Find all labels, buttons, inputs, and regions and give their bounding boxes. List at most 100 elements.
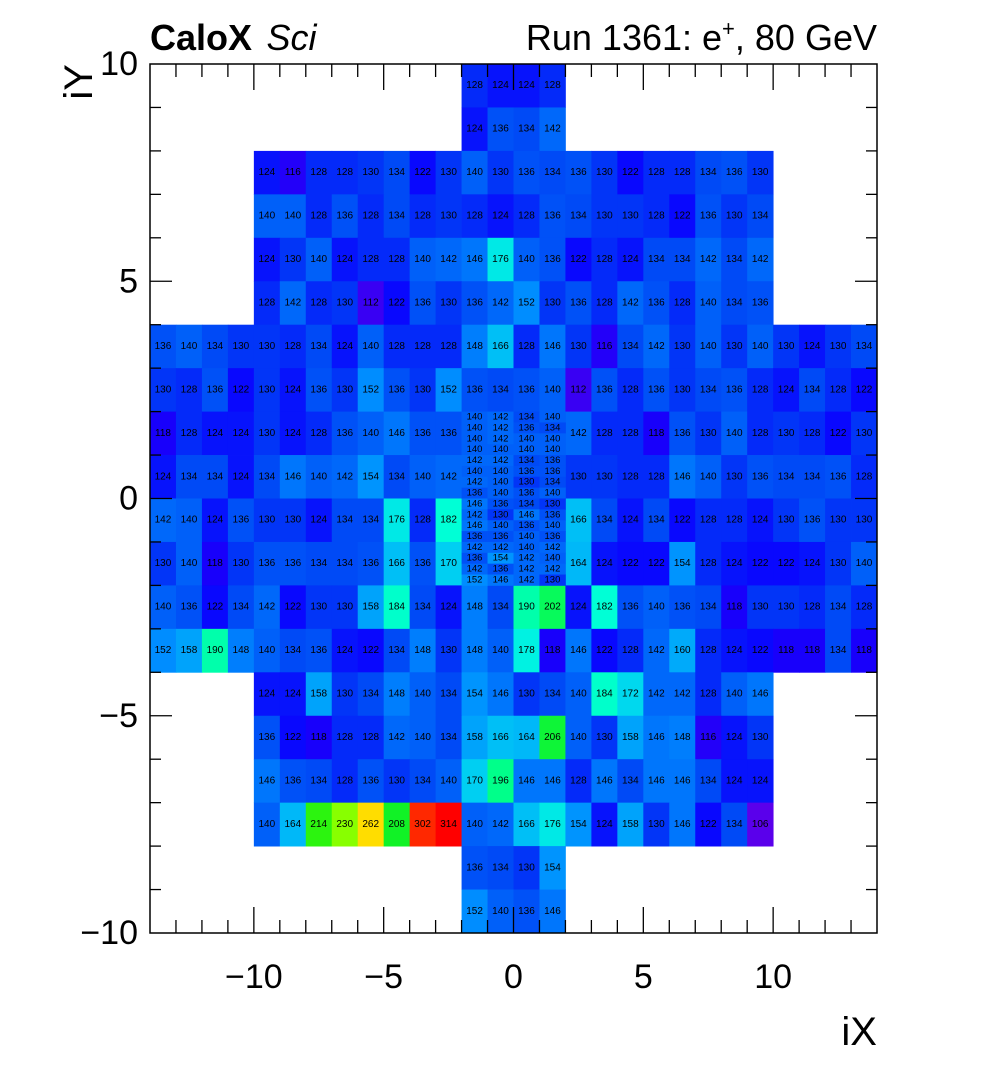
cell-value-label: 136 xyxy=(493,564,509,575)
cell-value-label: 140 xyxy=(467,422,483,433)
cell-value-label: 134 xyxy=(388,167,405,178)
heatmap-cell xyxy=(721,802,748,847)
heatmap-cell xyxy=(747,802,774,847)
cell-value-label: 130 xyxy=(440,297,457,308)
heatmap-cell xyxy=(721,672,748,717)
heatmap-cell xyxy=(669,150,696,195)
heatmap-cell xyxy=(513,324,540,369)
heatmap-cell xyxy=(721,411,748,456)
cell-value-label: 146 xyxy=(519,509,535,520)
cell-value-label: 140 xyxy=(493,520,509,531)
heatmap-cell xyxy=(591,715,618,760)
cell-value-label: 158 xyxy=(622,819,639,830)
heatmap-cell xyxy=(201,541,229,586)
heatmap-cell xyxy=(487,465,514,478)
cell-value-label: 134 xyxy=(700,602,717,613)
heatmap-cell xyxy=(201,368,229,412)
heatmap-cell xyxy=(461,715,488,760)
cell-value-label: 154 xyxy=(362,471,379,482)
cell-value-label: 140 xyxy=(258,645,275,656)
cell-value-label: 124 xyxy=(258,254,275,265)
heatmap-cell xyxy=(591,628,618,673)
cell-value-label: 136 xyxy=(519,488,535,499)
cell-value-label: 140 xyxy=(570,732,587,743)
cell-value-label: 136 xyxy=(752,471,769,482)
cell-value-label: 136 xyxy=(310,645,327,656)
heatmap-cell xyxy=(643,368,670,412)
cell-value-label: 130 xyxy=(155,384,172,395)
heatmap-cell xyxy=(617,194,644,239)
cell-value-label: 128 xyxy=(700,645,717,656)
cell-value-label: 134 xyxy=(622,775,639,786)
heatmap-cell xyxy=(383,324,411,369)
cell-value-label: 124 xyxy=(804,341,821,352)
heatmap-cell xyxy=(617,498,644,543)
heatmap-cell xyxy=(695,455,722,499)
heatmap-cell xyxy=(383,759,411,804)
heatmap-cell xyxy=(175,498,203,543)
heatmap-cell xyxy=(175,411,203,456)
heatmap-cell xyxy=(150,585,177,630)
heatmap-cell xyxy=(331,498,359,543)
cell-value-label: 140 xyxy=(726,428,743,439)
heatmap-cell xyxy=(357,715,385,760)
heatmap-cell xyxy=(461,520,488,532)
heatmap-cell xyxy=(435,802,462,847)
heatmap-cell xyxy=(825,585,852,630)
heatmap-cell xyxy=(487,455,514,467)
heatmap-cell xyxy=(513,628,540,673)
heatmap-cell xyxy=(461,672,488,717)
cell-value-label: 160 xyxy=(674,645,691,656)
cell-value-label: 190 xyxy=(518,602,535,613)
cell-value-label: 134 xyxy=(336,558,353,569)
cell-value-label: 146 xyxy=(467,498,483,509)
heatmap-cell xyxy=(435,194,462,239)
heatmap-cell xyxy=(539,150,566,195)
cell-value-label: 124 xyxy=(492,211,509,222)
heatmap-cell xyxy=(669,455,696,499)
heatmap-cell xyxy=(487,194,514,239)
x-tick-label: 5 xyxy=(634,958,653,996)
cell-value-label: 130 xyxy=(752,167,769,178)
cell-value-label: 122 xyxy=(284,602,301,613)
heatmap-cell xyxy=(409,498,437,543)
heatmap-cell xyxy=(409,628,437,673)
cell-value-label: 128 xyxy=(440,341,457,352)
heatmap-cell xyxy=(591,541,618,586)
cell-value-label: 124 xyxy=(284,428,301,439)
cell-value-label: 136 xyxy=(518,167,535,178)
heatmap-cell xyxy=(539,194,566,239)
cell-value-label: 214 xyxy=(310,819,327,830)
cell-value-label: 136 xyxy=(518,906,535,917)
heatmap-cell xyxy=(409,715,437,760)
cell-value-label: 122 xyxy=(596,645,613,656)
cell-value-label: 142 xyxy=(467,509,483,520)
heatmap-cell xyxy=(799,455,826,499)
heatmap-cell xyxy=(409,411,437,456)
cell-value-label: 128 xyxy=(700,515,717,526)
heatmap-cell xyxy=(331,150,359,195)
heatmap-cell xyxy=(669,324,696,369)
cell-value-label: 136 xyxy=(752,297,769,308)
cell-value-label: 130 xyxy=(778,341,795,352)
cell-value-label: 140 xyxy=(414,689,431,700)
heatmap-cell xyxy=(461,628,488,673)
heatmap-cell xyxy=(539,422,566,434)
heatmap-cell xyxy=(279,672,307,717)
cell-value-label: 164 xyxy=(518,732,535,743)
heatmap-cell xyxy=(773,541,800,586)
cell-value-label: 124 xyxy=(622,515,639,526)
cell-value-label: 130 xyxy=(519,477,535,488)
cell-value-label: 134 xyxy=(544,689,561,700)
heatmap-cell xyxy=(305,715,333,760)
heatmap-cell xyxy=(539,520,566,532)
cell-value-label: 118 xyxy=(155,428,171,439)
heatmap-cell xyxy=(747,411,774,456)
heatmap-cell xyxy=(591,237,618,282)
cell-value-label: 130 xyxy=(233,341,250,352)
heatmap-cell xyxy=(461,150,488,195)
heatmap-cell xyxy=(227,455,255,499)
cell-value-label: 140 xyxy=(570,689,587,700)
heatmap-cell xyxy=(487,889,514,934)
heatmap-cell xyxy=(279,628,307,673)
